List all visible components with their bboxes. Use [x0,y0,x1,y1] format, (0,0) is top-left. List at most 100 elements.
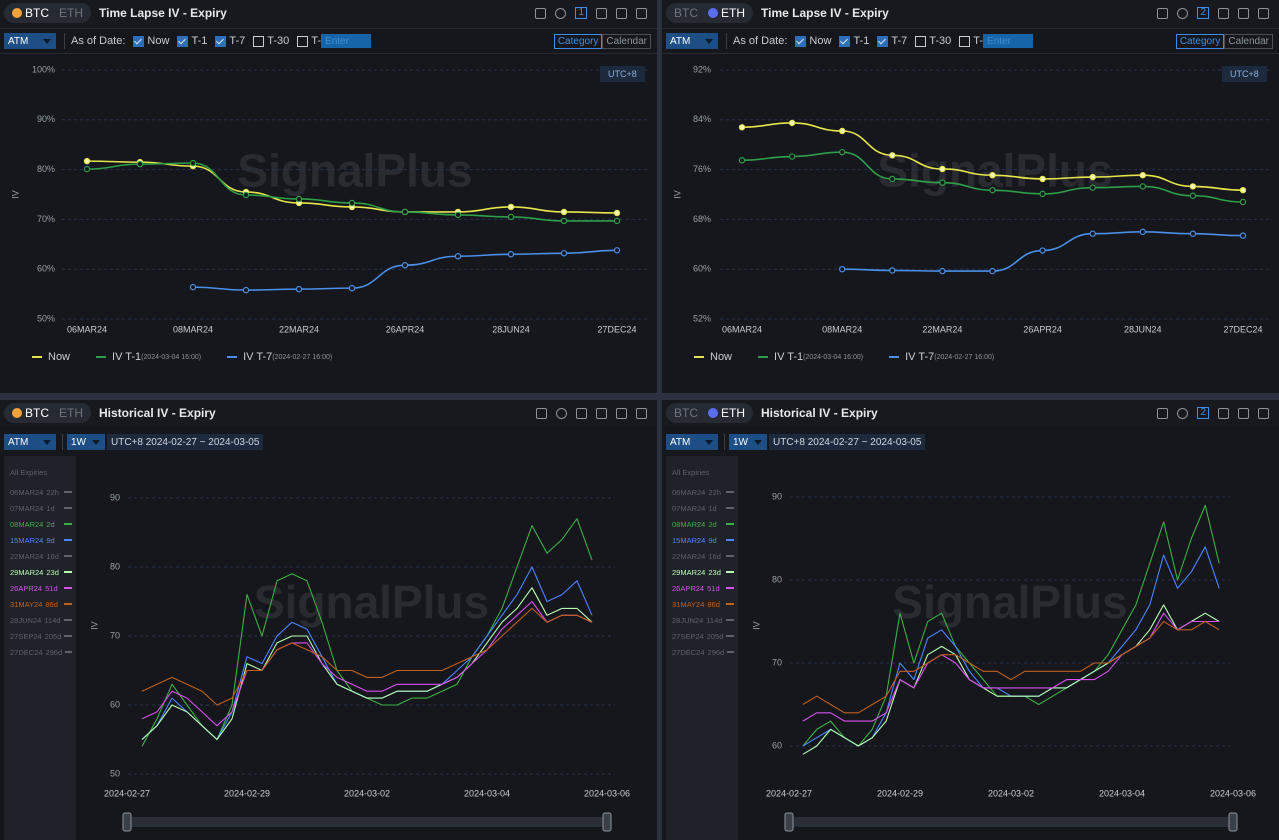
expiry-item[interactable]: 26APR24 51d [4,580,76,596]
expiry-tenor: 296d [45,647,63,657]
expiry-item[interactable]: 31MAY24 86d [4,596,76,612]
expiry-name: 06MAR24 [672,487,706,497]
legend-item[interactable]: Now [694,351,732,363]
y-tick-label: 50% [37,313,55,323]
tool-icon[interactable] [1218,7,1229,19]
expiry-item[interactable]: 29MAR24 23d [4,564,76,580]
tool-icon[interactable] [1177,7,1189,19]
checkbox[interactable]: T- [959,35,983,47]
expiry-swatch [726,539,734,541]
legend-item[interactable]: Now [32,351,70,363]
coin-tab[interactable]: ETH [54,6,88,20]
expiry-item[interactable]: 22MAR24 16d [666,548,738,564]
coin-tab[interactable]: ETH [703,406,750,420]
checkbox[interactable]: T-7 [877,35,907,47]
tool-icon[interactable] [535,7,547,19]
tool-icon[interactable] [636,7,647,19]
tool-icon[interactable] [1238,407,1249,419]
expiry-item[interactable]: 06MAR24 22h [4,484,76,500]
expiry-item[interactable]: 15MAR24 9d [4,532,76,548]
expiry-item[interactable]: 27SEP24 205d [4,628,76,644]
checkbox[interactable]: T-1 [177,35,207,47]
mode-button[interactable]: Calendar [1224,33,1273,49]
tool-icon[interactable] [536,407,547,419]
expiry-item[interactable]: 31MAY24 86d [666,596,738,612]
tool-icon[interactable] [1177,407,1189,419]
checkbox[interactable]: T-30 [253,35,289,47]
tool-icon[interactable] [555,7,567,19]
window-select[interactable]: 1W [67,434,105,450]
checkbox[interactable]: T- [297,35,321,47]
tool-icon[interactable] [1157,7,1169,19]
expiry-item[interactable]: 27DEC24 296d [4,644,76,660]
expiry-name: 27SEP24 [10,631,42,641]
chart: SignalPlus 60 70 80 90 IV 2024-02-27 2024-02-29… [751,491,1256,832]
checkbox[interactable]: Now [133,35,169,47]
layout-badge[interactable]: 1 [575,7,587,19]
expiry-item[interactable]: 29MAR24 23d [666,564,738,580]
checkbox[interactable]: T-1 [839,35,869,47]
coin-tab[interactable]: BTC [7,406,54,420]
tool-icon[interactable] [1157,407,1169,419]
legend-item[interactable]: IV T-1 (2024-03-04 16:00) [758,351,863,363]
tool-icon[interactable] [556,407,567,419]
expiry-item[interactable]: 07MAR24 1d [4,500,76,516]
coin-tab[interactable]: ETH [703,6,750,20]
tool-icon[interactable] [616,7,627,19]
tool-icon[interactable] [576,407,587,419]
y-tick-label: 92% [693,64,711,74]
coin-tab[interactable]: BTC [669,406,703,420]
range-slider-handle[interactable] [784,812,794,832]
mode-button[interactable]: Category [1175,33,1225,49]
expiry-item[interactable]: 28JUN24 114d [666,612,738,628]
date-input[interactable]: Enter [983,34,1034,48]
tool-icon[interactable] [596,407,607,419]
tool-icon[interactable] [636,407,647,419]
tool-icon[interactable] [616,407,627,419]
date-input[interactable]: Enter [321,34,372,48]
coin-tab[interactable]: BTC [7,6,54,20]
expiry-item[interactable]: 06MAR24 22h [666,484,738,500]
strike-select[interactable]: ATM [666,33,718,49]
strike-select[interactable]: ATM [4,434,56,450]
expiry-item[interactable]: 08MAR24 2d [666,516,738,532]
checkbox[interactable]: T-30 [915,35,951,47]
range-slider-handle[interactable] [602,812,612,832]
strike-select[interactable]: ATM [666,434,718,450]
tool-icon[interactable] [596,7,607,19]
tool-icon[interactable] [1238,7,1249,19]
y-tick-label: 100% [32,64,55,74]
tool-icon[interactable] [1218,407,1229,419]
expiry-item[interactable]: 27DEC24 296d [666,644,738,660]
expiry-item[interactable]: 27SEP24 205d [666,628,738,644]
expiry-item[interactable]: 28JUN24 114d [4,612,76,628]
legend-item[interactable]: IV T-1 (2024-03-04 16:00) [96,351,201,363]
coin-tab[interactable]: BTC [669,6,703,20]
legend-item[interactable]: IV T-7 (2024-02-27 16:00) [227,351,332,363]
expiry-item[interactable]: 08MAR24 2d [4,516,76,532]
point [507,213,515,221]
range-slider-handle[interactable] [1228,812,1238,832]
expiry-item[interactable]: 22MAR24 16d [4,548,76,564]
mode-button[interactable]: Category [553,33,603,49]
expiry-item[interactable]: 26APR24 51d [666,580,738,596]
legend-item[interactable]: IV T-7 (2024-02-27 16:00) [889,351,994,363]
layout-badge[interactable]: 2 [1197,407,1209,419]
expiry-name: 07MAR24 [10,503,44,513]
expiry-list-title[interactable]: All Expiries [10,468,48,477]
point [1039,190,1046,198]
point [1189,230,1197,237]
layout-badge[interactable]: 2 [1197,7,1209,19]
range-slider-handle[interactable] [122,812,132,832]
mode-button[interactable]: Calendar [602,33,651,49]
tool-icon[interactable] [1258,407,1269,419]
strike-select[interactable]: ATM [4,33,56,49]
checkbox[interactable]: T-7 [215,35,245,47]
checkbox[interactable]: Now [795,35,831,47]
window-select[interactable]: 1W [729,434,767,450]
expiry-item[interactable]: 15MAR24 9d [666,532,738,548]
expiry-item[interactable]: 07MAR24 1d [666,500,738,516]
tool-icon[interactable] [1258,7,1269,19]
expiry-list-title[interactable]: All Expiries [672,468,710,477]
coin-tab[interactable]: ETH [54,406,88,420]
